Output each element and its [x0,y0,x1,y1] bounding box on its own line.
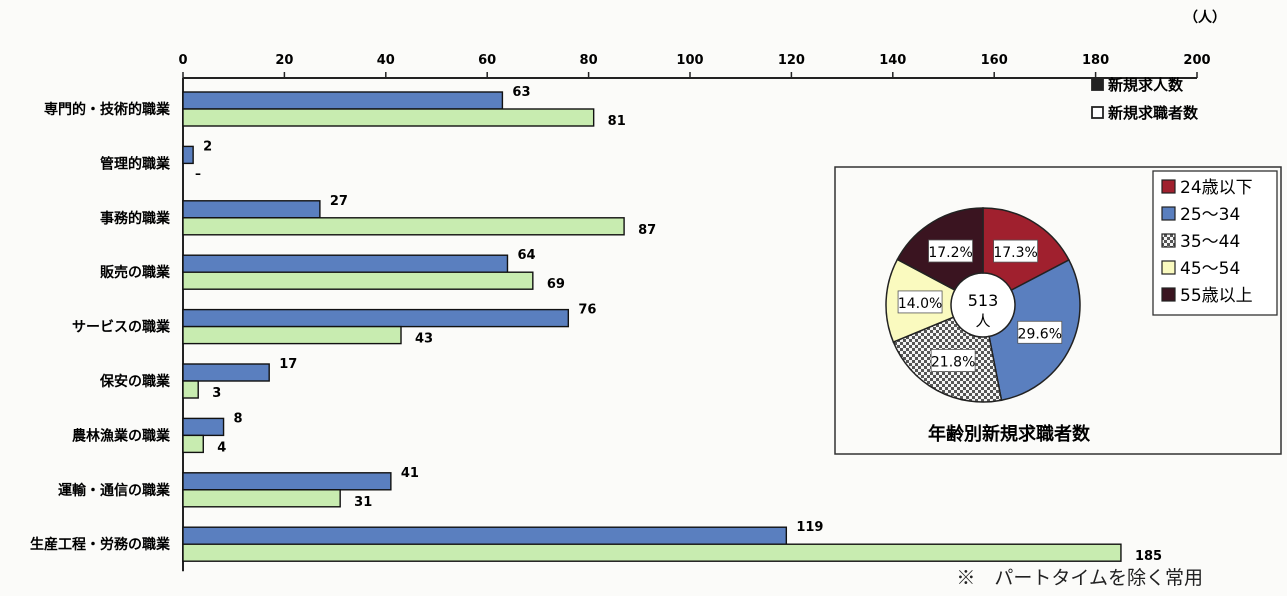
pie-legend-label: 25～34 [1180,205,1240,225]
pie-center-unit: 人 [975,312,990,330]
pie-slice-label: 21.8% [931,354,975,370]
legend-label: 新規求職者数 [1108,104,1199,122]
bar-applicants [182,434,204,454]
data-label: 17 [279,357,297,372]
bar-openings [182,526,788,545]
bar-applicants [182,271,534,290]
pie-center-value: 513 [968,291,999,310]
category-label: 販売の職業 [100,264,171,281]
data-label: 43 [415,332,433,347]
bar-applicants [182,217,625,236]
legend-label: 新規求人数 [1108,76,1184,94]
x-tick-label: 140 [879,53,906,68]
pie-legend-label: 24歳以下 [1180,178,1253,198]
bar-applicants [182,325,402,345]
pie-legend-label: 45～54 [1180,259,1240,279]
bar-applicants [182,543,1122,562]
x-tick-label: 120 [778,53,805,68]
pie-slice-label: 17.3% [993,245,1037,261]
data-label: 63 [512,85,530,100]
data-label: 87 [638,223,656,238]
data-label: 4 [217,440,226,455]
category-label: 保安の職業 [99,373,171,390]
bar-applicants [182,489,341,508]
bar-openings [182,145,194,165]
pie-slice-label: 29.6% [1018,326,1062,342]
bar-openings [182,91,504,110]
pie-legend-label: 35～44 [1180,232,1240,252]
pie-legend-swatch [1161,206,1176,221]
bar-openings [182,200,321,219]
data-label: 3 [212,386,221,401]
x-tick-label: 40 [377,53,395,68]
x-unit-label: （人） [1184,9,1226,26]
pie-title: 年齢別新規求職者数 [928,423,1091,445]
data-label: 76 [578,303,596,318]
legend-swatch [1091,78,1104,91]
x-tick-label: 0 [178,53,187,68]
pie-label-box [993,239,1039,263]
data-label: – [195,166,201,180]
data-label: 2 [203,139,212,154]
pie-label-box [1017,320,1063,344]
data-label: 27 [330,194,348,209]
pie-label-box [897,290,943,314]
category-label: 農林漁業の職業 [72,427,171,444]
bar-openings [182,472,392,491]
data-label: 41 [401,466,419,481]
category-label: 事務的職業 [100,210,171,227]
pie-legend-swatch [1161,233,1176,248]
pie-legend-swatch [1161,287,1176,302]
bar-openings [182,254,509,273]
category-label: 運輸・通信の職業 [58,482,171,499]
category-label: サービスの職業 [72,319,171,336]
data-label: 31 [354,495,372,510]
x-tick-label: 20 [275,53,293,68]
category-label: 専門的・技術的職業 [44,101,171,118]
category-label: 管理的職業 [100,155,171,172]
pie-label-box [930,349,976,372]
bar-openings [182,308,570,328]
data-label: 69 [547,277,565,292]
data-label: 119 [796,520,823,535]
pie-center [952,274,1014,336]
bar-openings [182,417,225,437]
bar-applicants [182,380,199,399]
data-label: 8 [234,411,243,426]
data-label: 185 [1135,549,1162,564]
x-tick-label: 160 [981,53,1008,68]
x-tick-label: 80 [580,53,598,68]
pie-legend-swatch [1161,260,1176,275]
pie-legend-label: 55歳以上 [1180,286,1253,306]
bar-openings [182,363,270,382]
x-tick-label: 200 [1183,53,1210,68]
bar-applicants [182,108,595,127]
legend-swatch [1091,106,1104,119]
footnote: ※ パートタイムを除く常用 [956,567,1203,589]
x-tick-label: 60 [478,53,496,68]
pie-legend-swatch [1161,179,1176,194]
category-label: 生産工程・労務の職業 [30,536,171,553]
x-tick-label: 180 [1082,53,1109,68]
data-label: 81 [608,114,626,129]
pie-slice-label: 17.2% [928,245,972,261]
pie-slice-label: 14.0% [898,296,942,312]
x-tick-label: 100 [676,53,703,68]
data-label: 64 [517,248,535,263]
pie-label-box [928,239,973,263]
